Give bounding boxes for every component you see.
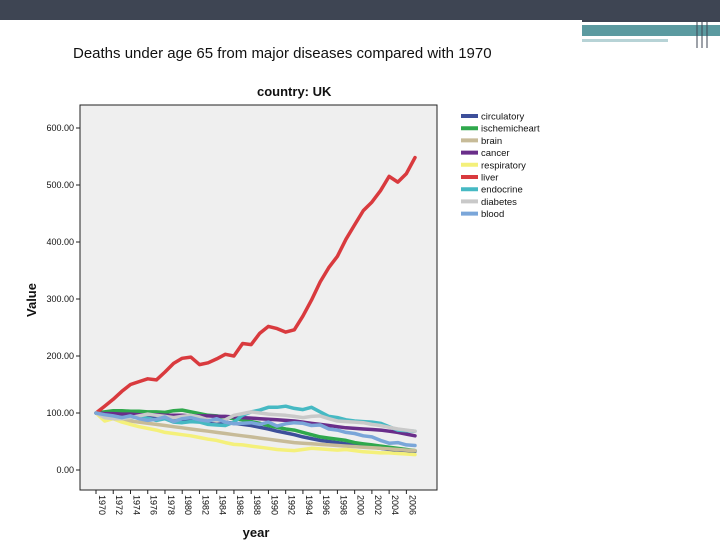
chart-title: Deaths under age 65 from major diseases … — [73, 45, 492, 62]
x-tick-label: 1988 — [252, 495, 262, 515]
y-tick-label: 100.00 — [46, 408, 74, 418]
series-line-brain — [94, 411, 417, 453]
series-line-liver — [94, 155, 417, 415]
y-tick-label: 300.00 — [46, 294, 74, 304]
x-axis-label: year — [243, 525, 270, 540]
x-tick-label: 1976 — [149, 495, 159, 515]
x-tick-label: 2004 — [390, 495, 400, 515]
x-tick-label: 1994 — [304, 495, 314, 515]
x-tick-label: 1984 — [218, 495, 228, 515]
legend-label-cancer: cancer — [481, 148, 510, 159]
x-tick-label: 1972 — [114, 495, 124, 515]
x-tick-label: 2000 — [356, 495, 366, 515]
legend-label-circulatory: circulatory — [481, 112, 525, 123]
legend-label-liver: liver — [481, 173, 498, 184]
y-tick-label: 0.00 — [56, 465, 74, 475]
y-tick-label: 600.00 — [46, 123, 74, 133]
x-tick-label: 1990 — [269, 495, 279, 515]
y-axis-label: Value — [24, 283, 39, 317]
legend-label-ischemicheart: ischemicheart — [481, 124, 540, 135]
series-line-blood — [94, 411, 417, 448]
chart-subtitle: country: UK — [257, 84, 332, 99]
x-tick-label: 2006 — [407, 495, 417, 515]
x-tick-label: 1986 — [235, 495, 245, 515]
legend-label-blood: blood — [481, 209, 504, 220]
corner-teal-band — [582, 25, 720, 36]
y-tick-label: 400.00 — [46, 237, 74, 247]
legend-label-endocrine: endocrine — [481, 185, 523, 196]
x-tick-label: 1992 — [287, 495, 297, 515]
x-tick-label: 1980 — [183, 495, 193, 515]
plot-area — [79, 104, 438, 491]
legend-label-diabetes: diabetes — [481, 197, 517, 208]
x-tick-label: 2002 — [373, 495, 383, 515]
x-tick-label: 1978 — [166, 495, 176, 515]
x-tick-label: 1982 — [200, 495, 210, 515]
x-tick-label: 1974 — [131, 495, 141, 515]
legend-label-respiratory: respiratory — [481, 160, 526, 171]
x-tick-label: 1996 — [321, 495, 331, 515]
x-tick-label: 1970 — [97, 495, 107, 515]
corner-dark-block — [582, 0, 720, 22]
corner-light-line — [582, 39, 668, 42]
slide-top-bar — [0, 0, 582, 20]
series-line-respiratory — [94, 411, 417, 457]
y-tick-label: 200.00 — [46, 351, 74, 361]
legend-label-brain: brain — [481, 136, 502, 147]
x-tick-label: 1998 — [338, 495, 348, 515]
slide-corner-decoration — [582, 0, 720, 48]
y-tick-label: 500.00 — [46, 180, 74, 190]
series-line-diabetes — [94, 410, 417, 433]
